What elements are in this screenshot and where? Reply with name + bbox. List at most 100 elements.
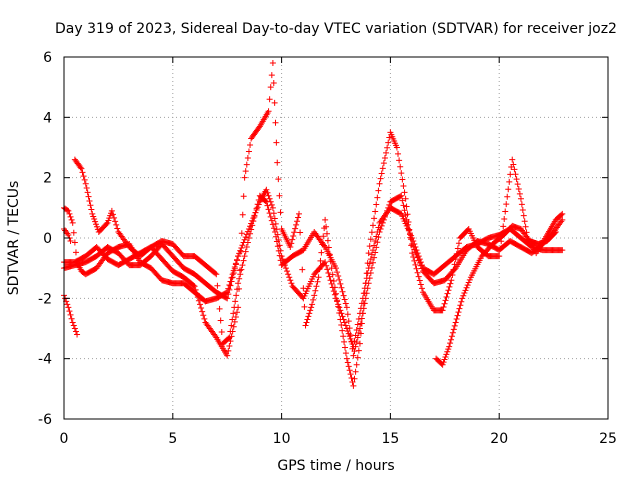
data-point	[93, 221, 100, 228]
data-point	[353, 361, 360, 368]
data-point	[558, 211, 565, 218]
data-point	[342, 344, 349, 351]
x-tick-label: 5	[168, 431, 177, 447]
data-point	[272, 119, 279, 126]
data-point	[81, 176, 88, 183]
data-point	[414, 269, 421, 276]
data-point	[72, 249, 79, 256]
data-point	[230, 323, 237, 330]
data-point	[224, 295, 231, 302]
data-point	[376, 180, 383, 187]
data-point	[354, 321, 361, 328]
data-point	[401, 207, 408, 214]
data-point	[298, 248, 305, 255]
data-point	[507, 171, 514, 178]
data-point	[399, 197, 406, 204]
data-point	[439, 307, 446, 314]
data-point	[247, 141, 254, 148]
data-point	[401, 189, 408, 196]
data-point	[355, 315, 362, 322]
data-point	[212, 270, 219, 277]
data-point	[235, 304, 242, 311]
data-point	[458, 298, 465, 305]
x-axis-label: GPS time / hours	[277, 458, 394, 474]
data-point	[453, 250, 460, 257]
data-point	[268, 201, 275, 208]
data-point	[239, 242, 246, 249]
data-point	[273, 139, 280, 146]
data-point	[559, 247, 566, 254]
data-point	[409, 250, 416, 257]
data-point	[385, 139, 392, 146]
data-point	[242, 234, 249, 241]
data-point	[398, 192, 405, 199]
data-point	[441, 356, 448, 363]
data-point	[262, 197, 269, 204]
data-point	[383, 210, 390, 217]
data-point	[365, 250, 372, 257]
data-point	[410, 254, 417, 261]
data-point	[441, 300, 448, 307]
data-point	[338, 322, 345, 329]
data-point	[316, 266, 323, 273]
data-point	[249, 222, 256, 229]
data-point	[67, 311, 74, 318]
data-point	[369, 259, 376, 266]
data-point	[515, 185, 522, 192]
data-point	[559, 210, 566, 217]
data-point	[412, 261, 419, 268]
data-point	[223, 289, 230, 296]
data-point	[519, 206, 526, 213]
data-point	[213, 271, 220, 278]
data-point	[551, 229, 558, 236]
data-point	[239, 211, 246, 218]
data-point	[415, 273, 422, 280]
data-point	[336, 304, 343, 311]
data-point	[239, 262, 246, 269]
data-point	[227, 278, 234, 285]
data-point	[265, 206, 272, 213]
data-point	[443, 293, 450, 300]
data-point	[69, 319, 76, 326]
data-point	[397, 210, 404, 217]
data-point	[450, 326, 457, 333]
data-point	[252, 209, 259, 216]
data-point	[233, 292, 240, 299]
data-point	[318, 249, 325, 256]
data-point	[243, 231, 250, 238]
data-point	[277, 209, 284, 216]
data-point	[325, 269, 332, 276]
data-point	[381, 155, 388, 162]
data-point	[224, 289, 231, 296]
data-point	[66, 210, 73, 217]
data-point	[500, 223, 507, 230]
data-point	[350, 352, 357, 359]
data-point	[190, 282, 197, 289]
data-point	[511, 166, 518, 173]
data-point	[517, 195, 524, 202]
data-point	[402, 195, 409, 202]
data-point	[405, 219, 412, 226]
data-point	[245, 235, 252, 241]
data-point	[284, 268, 291, 275]
data-point	[344, 328, 351, 335]
data-point	[337, 316, 344, 323]
data-point	[114, 225, 121, 232]
data-point	[348, 338, 355, 345]
data-point	[87, 202, 94, 209]
data-point	[445, 287, 452, 294]
data-point	[366, 275, 373, 282]
data-point	[411, 246, 418, 253]
data-point	[340, 292, 347, 299]
data-point	[456, 305, 463, 312]
data-point	[368, 264, 375, 271]
data-point	[267, 84, 274, 91]
data-point	[358, 320, 365, 327]
data-point	[463, 284, 470, 291]
data-point	[90, 213, 97, 220]
data-point	[512, 171, 519, 178]
data-point	[354, 354, 361, 361]
data-point	[351, 348, 358, 355]
y-tick-label: -4	[38, 352, 52, 368]
